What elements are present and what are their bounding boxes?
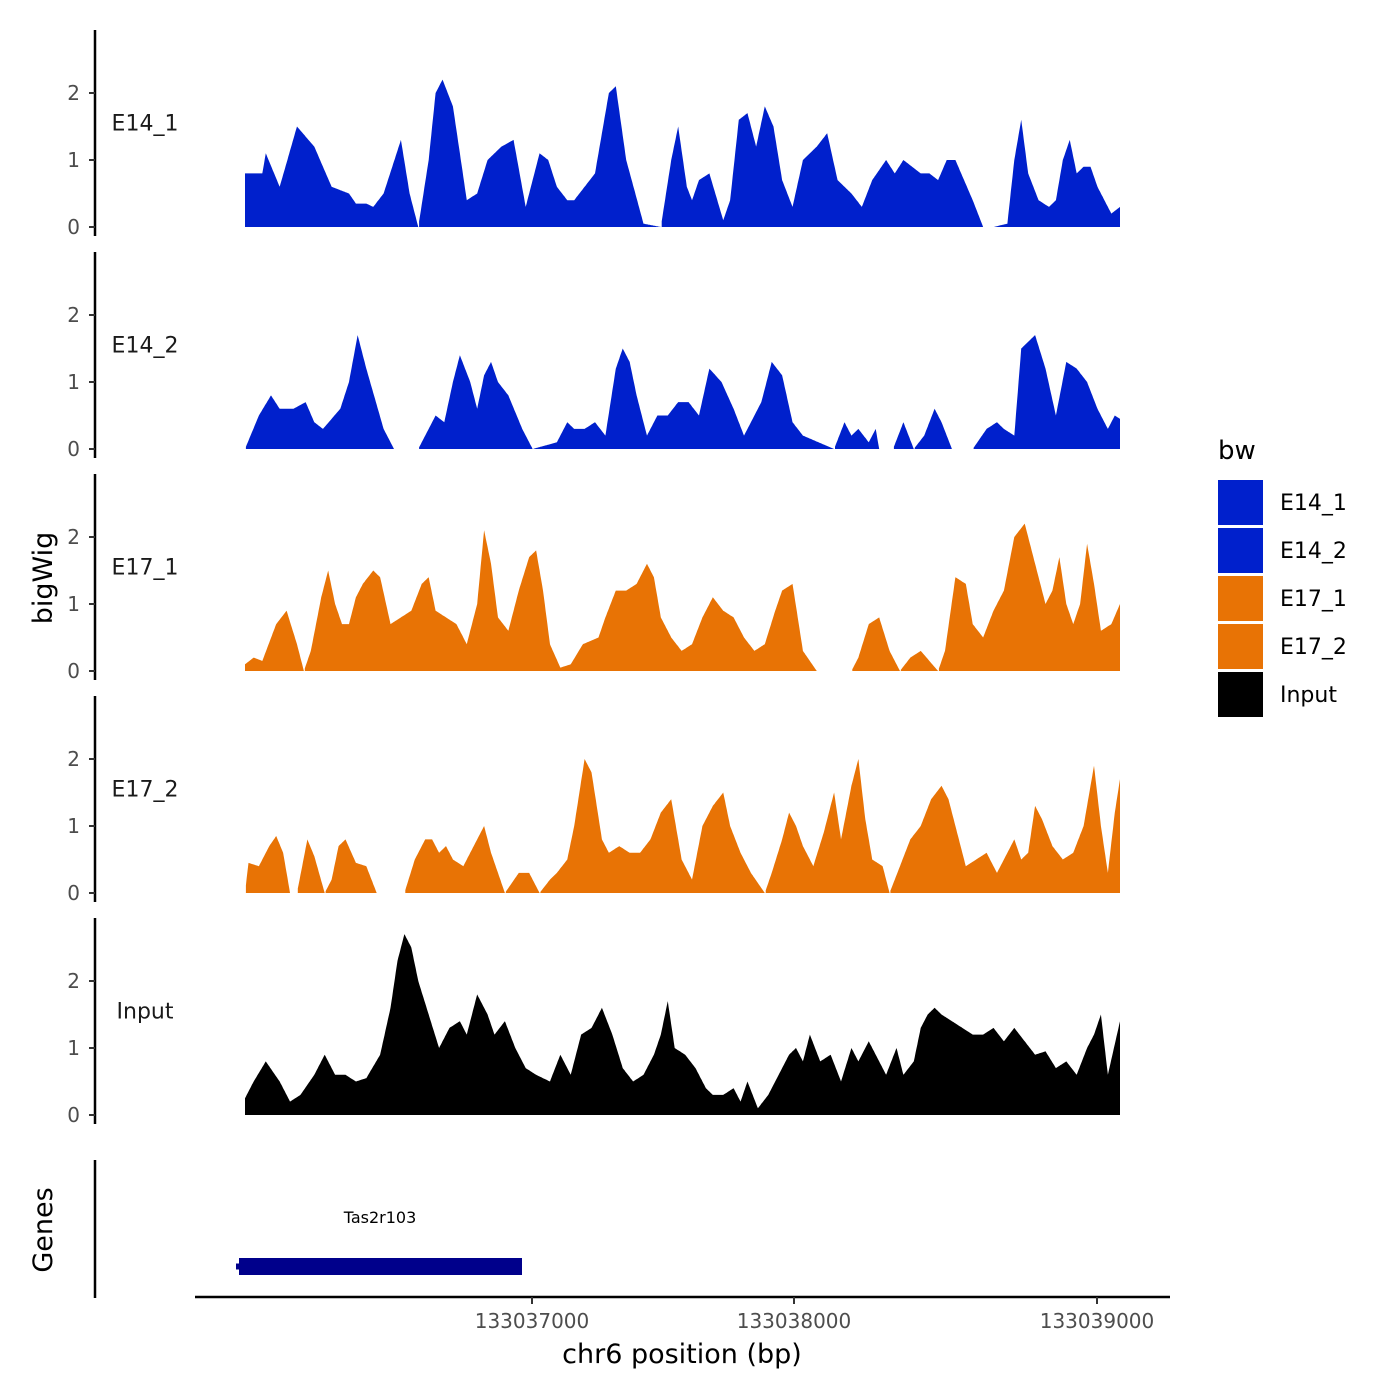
y-tick-label: 2	[67, 969, 80, 993]
signal-area	[245, 523, 1120, 671]
legend-title: bw	[1218, 436, 1256, 466]
track-e14-1: 0 1 2 E14_1	[67, 30, 1120, 239]
signal-area	[245, 934, 1120, 1115]
y-tick-label: 2	[67, 525, 80, 549]
y-tick-label: 1	[67, 148, 80, 172]
track-e14-2: 0 1 2 E14_2	[67, 252, 1120, 461]
y-tick-label: 1	[67, 370, 80, 394]
track-label: E14_2	[112, 334, 179, 359]
x-axis: 133037000 133038000 133039000	[195, 1295, 1170, 1333]
y-tick-label: 1	[67, 592, 80, 616]
x-axis-title: chr6 position (bp)	[562, 1339, 802, 1370]
signal-area	[245, 79, 1120, 227]
legend-label: E17_2	[1280, 635, 1347, 660]
gene-label: Tas2r103	[343, 1208, 417, 1227]
legend-label: E14_2	[1280, 539, 1347, 564]
y-tick-label: 1	[67, 1036, 80, 1060]
signal-area	[245, 759, 1120, 893]
bigwig-tracks: 0 1 2 E14_1 0 1 2 E14_2 0 1 2 E17_1 0 1 2 E17_2 0 1 2 Input	[67, 30, 1120, 1127]
y-axis-title: bigWig	[28, 532, 59, 625]
legend-key	[1218, 672, 1263, 717]
y-tick-label: 0	[67, 881, 80, 905]
legend-key	[1218, 480, 1263, 525]
legend-key	[1218, 624, 1263, 669]
y-tick-label: 0	[67, 1103, 80, 1127]
y-tick-label: 0	[67, 659, 80, 683]
track-label: Input	[117, 1000, 174, 1025]
legend-label: E14_1	[1280, 491, 1347, 516]
gene-body	[239, 1258, 522, 1275]
track-label: E17_1	[112, 556, 179, 581]
x-tick-label: 133037000	[475, 1309, 590, 1333]
y-tick-label: 2	[67, 747, 80, 771]
genes-track: Tas2r103	[93, 1160, 522, 1298]
legend: bw E14_1 E14_2 E17_1 E17_2 Input	[1218, 436, 1347, 717]
y-tick-label: 2	[67, 303, 80, 327]
genes-axis-title: Genes	[28, 1187, 59, 1272]
signal-area	[245, 335, 1120, 449]
track-label: E17_2	[112, 778, 179, 803]
y-tick-label: 2	[67, 81, 80, 105]
legend-key	[1218, 576, 1263, 621]
x-tick-label: 133038000	[737, 1309, 852, 1333]
legend-label: E17_1	[1280, 587, 1347, 612]
y-tick-label: 0	[67, 215, 80, 239]
track-label: E14_1	[112, 112, 179, 137]
y-tick-label: 0	[67, 437, 80, 461]
legend-key	[1218, 528, 1263, 573]
legend-label: Input	[1280, 683, 1337, 708]
track-input: 0 1 2 Input	[67, 918, 1120, 1127]
y-tick-label: 1	[67, 814, 80, 838]
track-e17-1: 0 1 2 E17_1	[67, 474, 1120, 683]
track-e17-2: 0 1 2 E17_2	[67, 696, 1120, 905]
x-tick-label: 133039000	[1040, 1309, 1155, 1333]
